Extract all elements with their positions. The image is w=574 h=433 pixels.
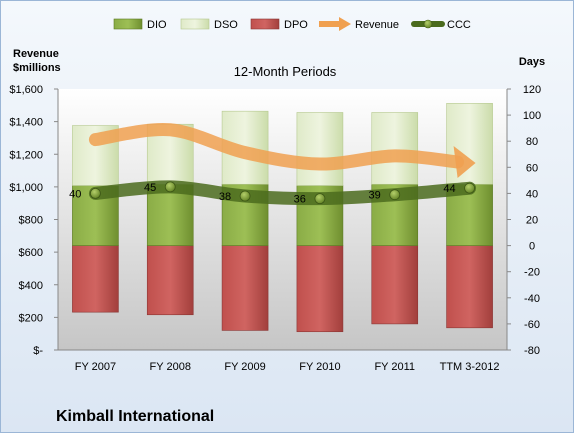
category-label: FY 2011 [374,361,415,373]
labels: 40 45 38 36 39 44 [69,182,455,206]
right-tick-label: 80 [526,136,538,148]
right-axis-title: Days [519,56,545,68]
bar-dso [371,112,419,185]
revenue-line [88,122,465,171]
right-tick-label: -20 [524,267,540,279]
ccc-data-label: 38 [219,191,231,203]
bar-dpo [296,245,344,333]
left-tick-label: $1,200 [9,149,43,161]
ccc-data-label: 40 [69,188,81,200]
company-name: Kimball International [56,408,214,425]
left-tick-label: $200 [19,312,43,324]
legend-label: DSO [214,19,238,31]
legend-marker [423,19,433,29]
right-tick-label: 40 [526,188,538,200]
left-axis-title-line1: Revenue [13,48,59,60]
left-tick-label: $1,000 [9,182,43,194]
legend-arrowhead [339,17,351,31]
axes: $- $200 $400 $600 $800 $1,000 $1,200 $1,400 $1,6… [9,48,545,425]
left-tick-label: $- [33,345,43,357]
ccc-point [239,190,251,202]
revenue-arrowhead [453,146,476,179]
category-label: FY 2007 [75,361,116,373]
ccc-data-label: 44 [443,183,455,195]
lines [88,122,477,206]
ccc-point [164,181,176,193]
legend-swatch [180,18,210,30]
left-axis-title-line2: $millions [13,62,61,74]
bar-dpo [371,245,419,325]
legend-label: DIO [147,19,167,31]
right-tick-label: 60 [526,162,538,174]
legend-swatch [113,18,143,30]
category-label: TTM 3-2012 [440,361,500,373]
legend-label: CCC [447,19,471,31]
left-tick-label: $800 [19,215,43,227]
left-tick-label: $400 [19,280,43,292]
ccc-point [90,187,101,199]
left-tick-label: $1,600 [9,84,43,96]
right-tick-label: -40 [524,293,540,305]
bar-dpo [221,245,269,331]
right-tick-label: -60 [524,319,540,331]
right-tick-label: -80 [524,345,540,357]
right-tick-label: 120 [523,84,541,96]
bar-dpo [446,245,493,329]
legend: DIO DSO DPO Revenue CCC [113,17,471,31]
legend-label: DPO [284,19,308,31]
bar-dio [146,183,194,246]
ccc-line [88,180,477,206]
bar-dpo [146,245,194,316]
ccc-point [314,193,326,205]
ccc-data-label: 36 [294,194,306,206]
left-tick-label: $1,400 [9,117,43,129]
category-label: FY 2009 [224,361,265,373]
legend-label: Revenue [355,19,399,31]
ccc-point [389,189,401,201]
ccc-data-label: 45 [144,182,156,194]
legend-swatch [250,18,280,30]
ccc-data-label: 39 [369,190,381,202]
right-tick-label: 20 [526,215,538,227]
bar-dpo [72,245,119,313]
bar-dso [296,112,344,186]
right-tick-label: 0 [529,241,535,253]
right-tick-label: 100 [523,110,541,122]
category-label: FY 2008 [150,361,191,373]
ccc-point [464,182,475,194]
chart-title: 12-Month Periods [234,64,337,79]
bar-dso [446,103,493,185]
left-tick-label: $600 [19,247,43,259]
category-label: FY 2010 [299,361,340,373]
